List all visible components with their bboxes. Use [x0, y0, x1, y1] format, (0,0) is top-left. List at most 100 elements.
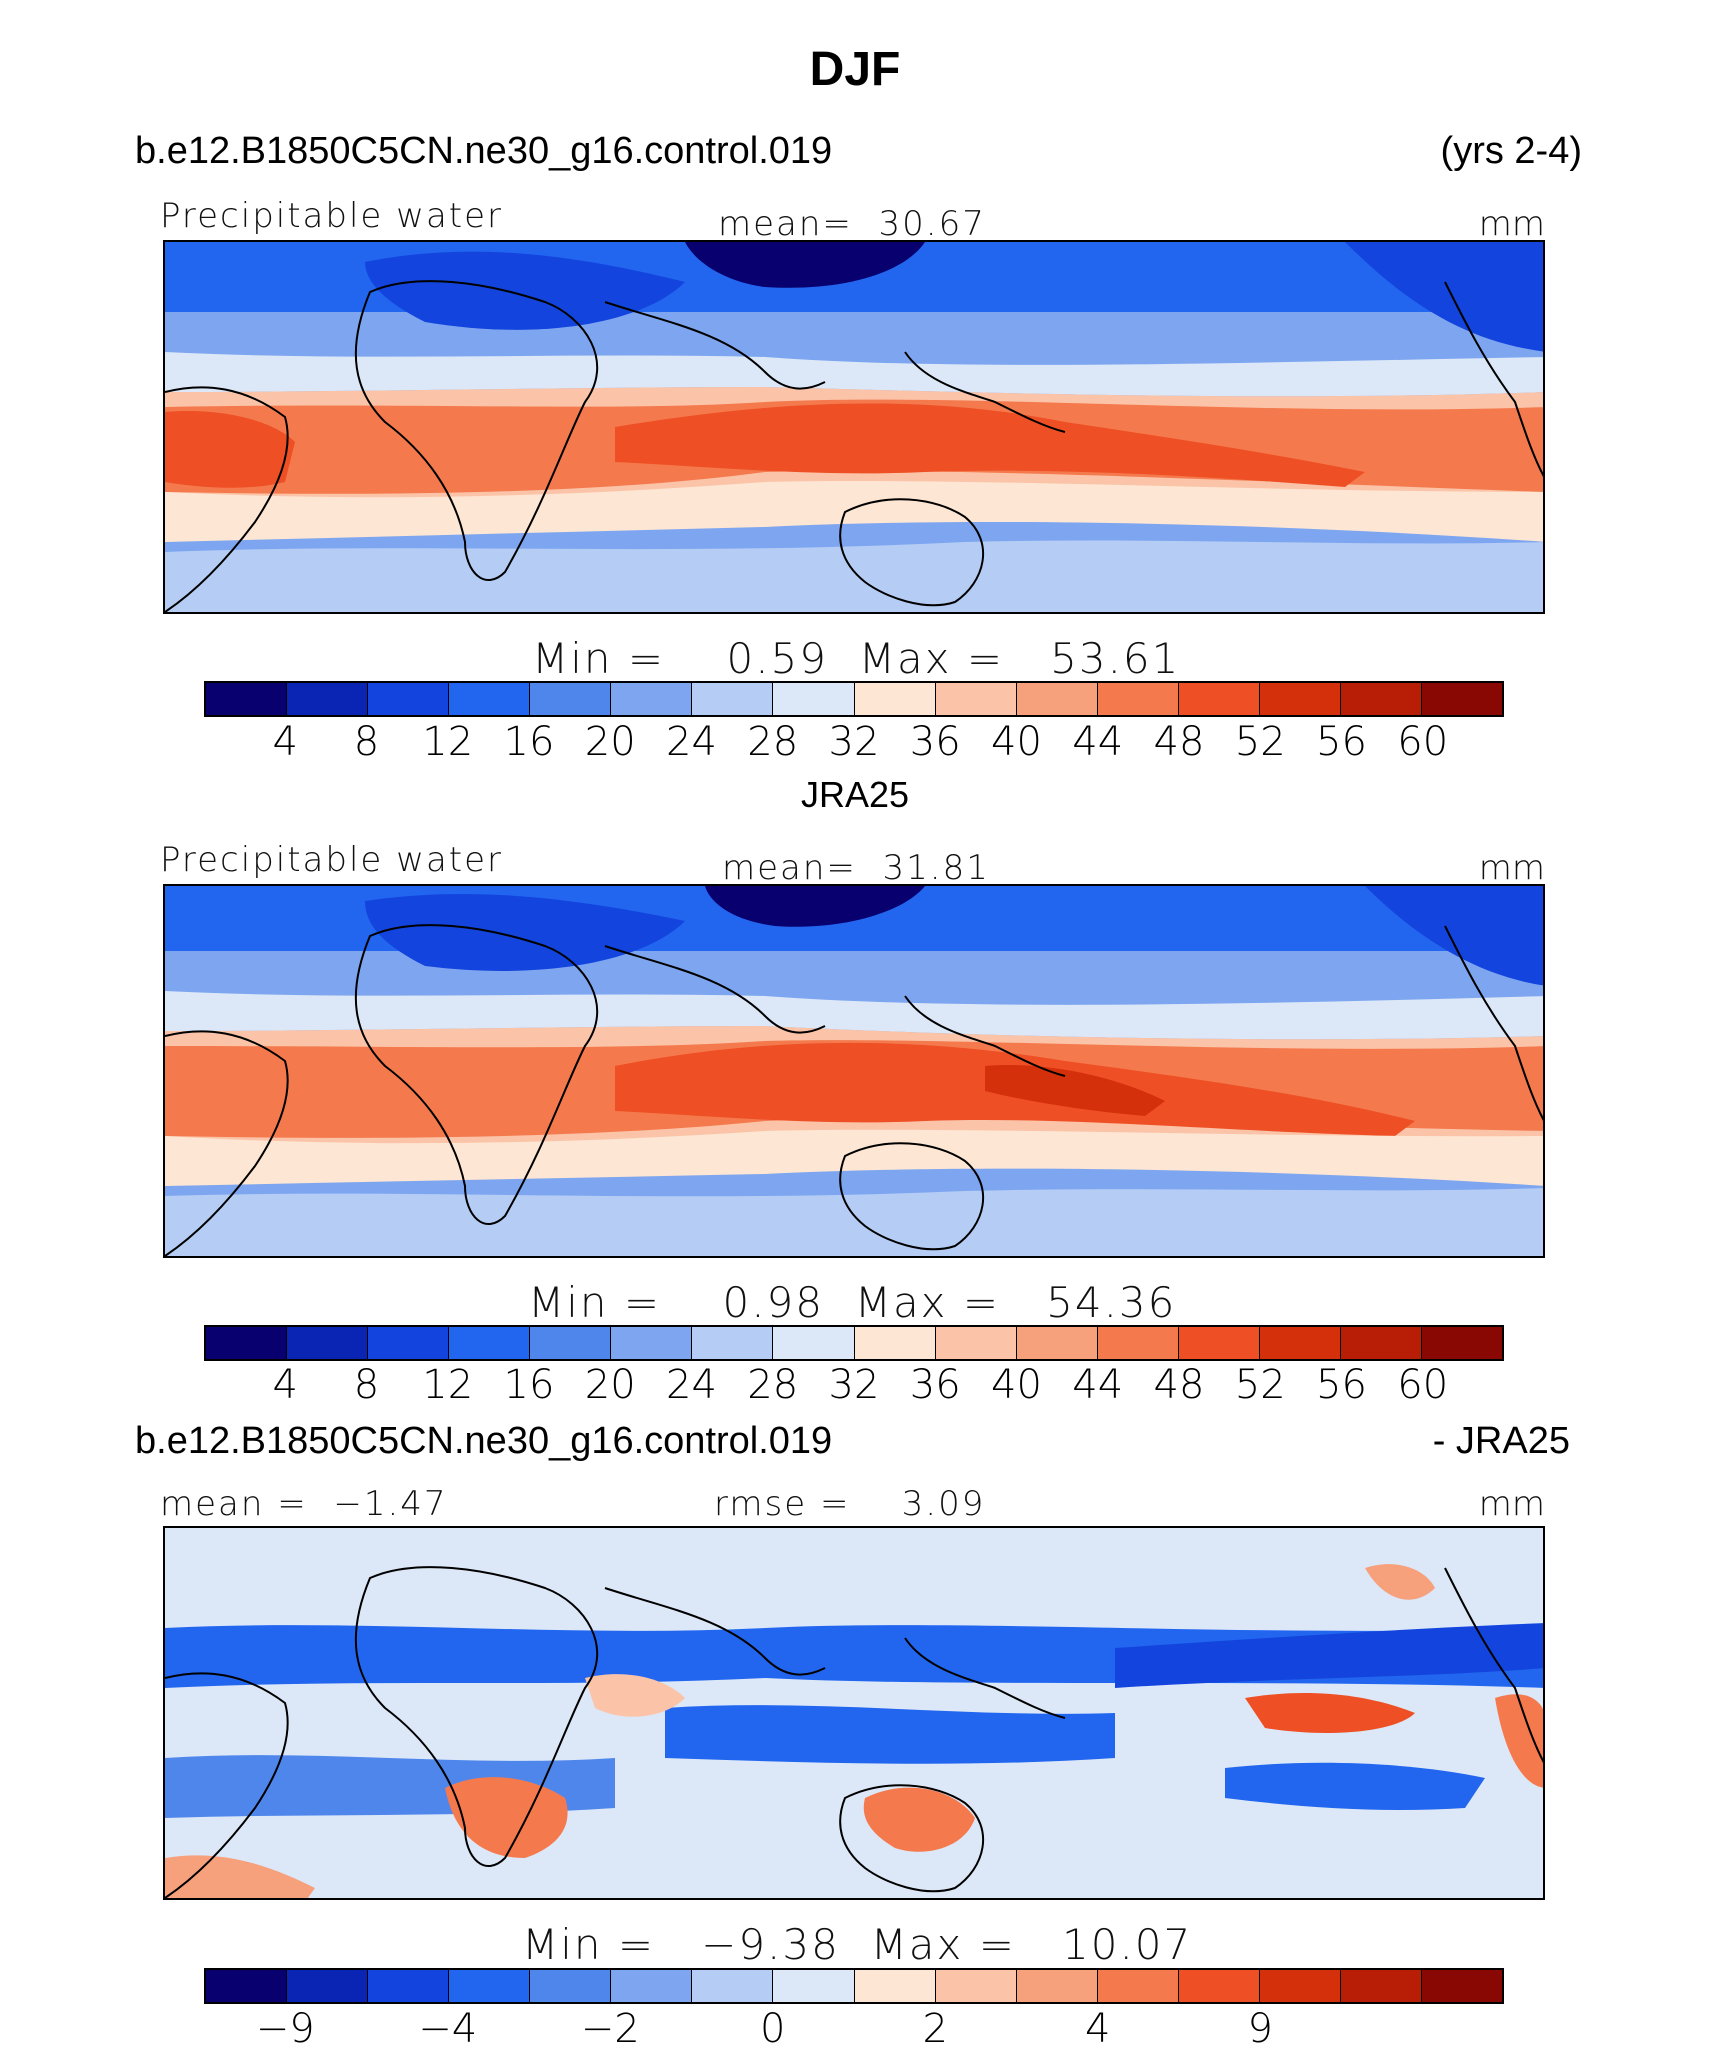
panel1-mean: mean= 30.67	[718, 204, 986, 244]
colorbar-swatch	[1259, 683, 1341, 715]
colorbar-tick-label: 4	[272, 1362, 298, 1408]
colorbar-swatch	[368, 1970, 450, 2002]
panel1-field	[165, 242, 1543, 612]
colorbar-tick-label: 60	[1397, 1362, 1449, 1408]
colorbar-tick-label: 8	[353, 1362, 380, 1408]
panel2-minmax: Min = 0.98 Max = 54.36	[528, 1278, 1177, 1327]
colorbar-tick-label: 24	[666, 1362, 717, 1408]
colorbar-tick-label: 56	[1316, 719, 1367, 765]
colorbar-tick-label: −4	[418, 2006, 478, 2052]
colorbar-tick-label: 32	[828, 1362, 880, 1408]
panel2-colorbar	[204, 1325, 1504, 1361]
colorbar-tick-label: 60	[1397, 719, 1449, 765]
colorbar-swatch	[530, 683, 612, 715]
colorbar-swatch	[530, 1327, 612, 1359]
colorbar-swatch	[611, 1327, 693, 1359]
diff-case-name: b.e12.B1850C5CN.ne30_g16.control.019	[135, 1420, 833, 1462]
reference-title: JRA25	[800, 774, 910, 815]
colorbar-swatch	[1421, 1970, 1502, 2002]
panel1-colorbar	[204, 681, 1504, 717]
panel1-units: mm	[1478, 204, 1545, 244]
colorbar-tick-label: 40	[991, 719, 1042, 765]
colorbar-tick-label: 2	[922, 2006, 948, 2052]
colorbar-swatch	[1421, 1327, 1502, 1359]
colorbar-tick-label: 36	[909, 1362, 961, 1408]
panel2-mean: mean= 31.81	[722, 848, 990, 888]
panel2-map	[163, 884, 1545, 1258]
panel3-map	[163, 1526, 1545, 1900]
colorbar-swatch	[206, 1327, 288, 1359]
colorbar-swatch	[449, 1970, 531, 2002]
panel2-colorbar-ticks: 4 8 12 16 20 24 28 32 36 40 44 48 52 56 60	[0, 1362, 1710, 1412]
colorbar-swatch	[773, 1970, 855, 2002]
colorbar-tick-label: 20	[584, 719, 636, 765]
colorbar-swatch	[368, 1327, 450, 1359]
colorbar-tick-label: 8	[353, 719, 380, 765]
panel2-variable: Precipitable water	[160, 840, 504, 880]
colorbar-tick-label: 20	[584, 1362, 636, 1408]
colorbar-tick-label: 24	[666, 719, 717, 765]
colorbar-tick-label: −9	[255, 2006, 315, 2052]
colorbar-swatch	[1178, 683, 1260, 715]
colorbar-swatch	[773, 1327, 855, 1359]
colorbar-swatch	[854, 683, 936, 715]
colorbar-tick-label: 36	[909, 719, 961, 765]
colorbar-swatch	[287, 683, 369, 715]
panel1-colorbar-ticks: 4 8 12 16 20 24 28 32 36 40 44 48 52 56 60	[0, 719, 1710, 769]
colorbar-swatch	[1097, 1970, 1179, 2002]
colorbar-swatch	[449, 683, 531, 715]
colorbar-tick-label: 0	[760, 2006, 786, 2052]
colorbar-swatch	[1340, 1970, 1422, 2002]
colorbar-tick-label: 28	[747, 1362, 799, 1408]
colorbar-tick-label: 12	[422, 719, 474, 765]
colorbar-tick-label: −2	[580, 2006, 640, 2052]
colorbar-swatch	[935, 1970, 1017, 2002]
colorbar-tick-label: 44	[1072, 719, 1124, 765]
panel3-mean: mean = −1.47	[160, 1484, 448, 1524]
colorbar-tick-label: 28	[747, 719, 799, 765]
colorbar-swatch	[1340, 1327, 1422, 1359]
colorbar-swatch	[530, 1970, 612, 2002]
colorbar-tick-label: 52	[1234, 1362, 1286, 1408]
colorbar-tick-label: 44	[1072, 1362, 1124, 1408]
colorbar-tick-label: 56	[1316, 1362, 1367, 1408]
panel3-units: mm	[1478, 1484, 1545, 1524]
colorbar-swatch	[1259, 1970, 1341, 2002]
years-label: (yrs 2-4)	[1440, 130, 1582, 172]
diff-reference: - JRA25	[1432, 1420, 1570, 1462]
colorbar-swatch	[692, 1327, 774, 1359]
colorbar-tick-label: 9	[1247, 2006, 1273, 2052]
colorbar-swatch	[854, 1327, 936, 1359]
panel1-variable: Precipitable water	[160, 196, 504, 236]
colorbar-swatch	[1016, 683, 1098, 715]
colorbar-swatch	[1259, 1327, 1341, 1359]
colorbar-tick-label: 48	[1153, 719, 1205, 765]
panel3-colorbar	[204, 1968, 1504, 2004]
colorbar-swatch	[935, 683, 1017, 715]
colorbar-swatch	[1178, 1970, 1260, 2002]
colorbar-tick-label: 16	[503, 719, 555, 765]
colorbar-swatch	[1097, 1327, 1179, 1359]
colorbar-swatch	[1421, 683, 1502, 715]
colorbar-swatch	[206, 683, 288, 715]
colorbar-swatch	[854, 1970, 936, 2002]
colorbar-swatch	[611, 1970, 693, 2002]
colorbar-tick-label: 40	[991, 1362, 1042, 1408]
colorbar-swatch	[1178, 1327, 1260, 1359]
colorbar-swatch	[368, 683, 450, 715]
colorbar-swatch	[1016, 1970, 1098, 2002]
panel3-field	[165, 1528, 1543, 1898]
panel2-units: mm	[1478, 848, 1545, 888]
colorbar-swatch	[611, 683, 693, 715]
colorbar-swatch	[206, 1970, 288, 2002]
panel2-field	[165, 886, 1543, 1256]
colorbar-tick-label: 4	[1085, 2006, 1111, 2052]
colorbar-swatch	[1340, 683, 1422, 715]
figure-title: DJF	[809, 43, 901, 96]
colorbar-tick-label: 48	[1153, 1362, 1205, 1408]
colorbar-swatch	[692, 683, 774, 715]
colorbar-swatch	[1016, 1327, 1098, 1359]
colorbar-swatch	[449, 1327, 531, 1359]
panel3-minmax: Min = −9.38 Max = 10.07	[522, 1920, 1193, 1969]
panel1-map	[163, 240, 1545, 614]
